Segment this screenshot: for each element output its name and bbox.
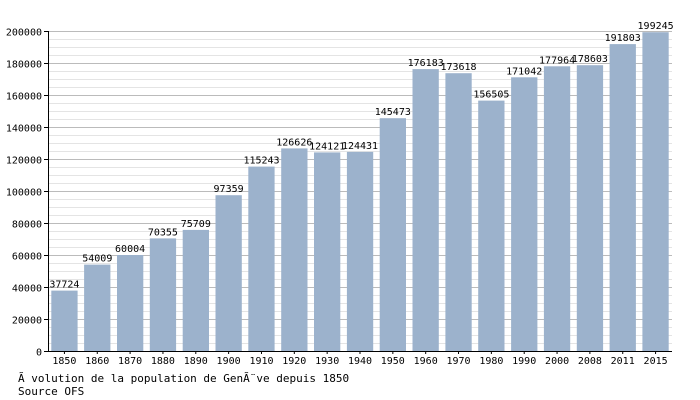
- data-label-1880: 70355: [148, 227, 178, 238]
- data-label-1890: 75709: [181, 219, 211, 230]
- chart-caption-title: Ã volution de la population de GenÃ¨ve d…: [18, 372, 350, 385]
- data-label-1850: 37724: [49, 280, 79, 291]
- x-tick-label-1880: 1880: [151, 356, 175, 367]
- x-tick-label-1960: 1960: [414, 356, 438, 367]
- y-tick-label-60000: 60000: [12, 252, 42, 263]
- data-label-2000: 177964: [539, 55, 575, 66]
- bar-1980: [478, 100, 505, 351]
- y-tick-label-40000: 40000: [12, 284, 42, 295]
- x-tick-label-2008: 2008: [578, 356, 602, 367]
- x-tick-label-1870: 1870: [118, 356, 142, 367]
- x-tick-label-2000: 2000: [545, 356, 569, 367]
- y-tick-label-120000: 120000: [6, 156, 42, 167]
- y-tick-label-160000: 160000: [6, 92, 42, 103]
- data-label-1990: 171042: [506, 66, 542, 77]
- data-label-2008: 178603: [572, 54, 608, 65]
- bar-1900: [215, 195, 242, 351]
- axes: 1850 1860 1870 1880 1890 1900 1910 1920 1930 1940…: [6, 28, 672, 367]
- data-label-1860: 54009: [82, 254, 112, 265]
- population-bar-chart: 1850 1860 1870 1880 1890 1900 1910 1920 1930 1940…: [6, 21, 674, 367]
- data-label-1950: 145473: [375, 107, 411, 118]
- x-tick-label-1950: 1950: [381, 356, 405, 367]
- y-tick-label-0: 0: [36, 348, 42, 359]
- x-tick-label-2015: 2015: [644, 356, 668, 367]
- bar-1870: [117, 255, 144, 351]
- bar-2000: [543, 66, 571, 352]
- bars: [51, 32, 669, 352]
- y-tick-label-20000: 20000: [12, 316, 42, 327]
- data-label-1910: 115243: [243, 156, 279, 167]
- data-label-1870: 60004: [115, 244, 145, 255]
- bar-2015: [642, 32, 669, 351]
- bar-1990: [511, 77, 538, 352]
- y-tick-label-140000: 140000: [6, 124, 42, 135]
- bar-2011: [609, 44, 636, 351]
- bar-1940: [346, 151, 374, 351]
- data-label-1980: 156505: [473, 90, 509, 101]
- bar-1880: [149, 238, 177, 351]
- y-tick-label-80000: 80000: [12, 220, 42, 231]
- data-label-1970: 173618: [440, 62, 476, 73]
- bar-1910: [248, 166, 275, 351]
- bar-1950: [379, 118, 406, 351]
- data-label-1920: 126626: [276, 137, 312, 148]
- bar-1970: [445, 73, 472, 351]
- data-label-1930: 124121: [309, 141, 345, 152]
- bar-1890: [182, 229, 209, 351]
- x-tick-label-1990: 1990: [512, 356, 536, 367]
- bar-1930: [314, 152, 341, 351]
- bar-1860: [84, 264, 111, 351]
- x-tick-label-1970: 1970: [446, 356, 470, 367]
- x-tick-label-1860: 1860: [85, 356, 109, 367]
- bar-1960: [412, 69, 439, 351]
- data-label-2015: 199245: [638, 21, 674, 32]
- y-tick-label-180000: 180000: [6, 60, 42, 71]
- bar-1920: [281, 148, 308, 351]
- chart-caption-source: Source OFS: [18, 385, 85, 398]
- x-tick-label-1890: 1890: [184, 356, 208, 367]
- bar-1850: [51, 290, 78, 351]
- data-label-1960: 176183: [408, 58, 444, 69]
- x-tick-label-1900: 1900: [217, 356, 241, 367]
- y-tick-label-100000: 100000: [6, 188, 42, 199]
- x-tick-label-1850: 1850: [52, 356, 76, 367]
- x-tick-label-1940: 1940: [348, 356, 372, 367]
- x-tick-label-1920: 1920: [282, 356, 306, 367]
- x-tick-label-2011: 2011: [611, 356, 635, 367]
- y-tick-label-200000: 200000: [6, 28, 42, 39]
- x-tick-label-1980: 1980: [479, 356, 503, 367]
- x-tick-label-1930: 1930: [315, 356, 339, 367]
- data-label-1940: 124431: [342, 141, 378, 152]
- data-label-2011: 191803: [605, 33, 641, 44]
- x-tick-label-1910: 1910: [249, 356, 273, 367]
- data-label-1900: 97359: [214, 184, 244, 195]
- bar-2008: [576, 65, 604, 351]
